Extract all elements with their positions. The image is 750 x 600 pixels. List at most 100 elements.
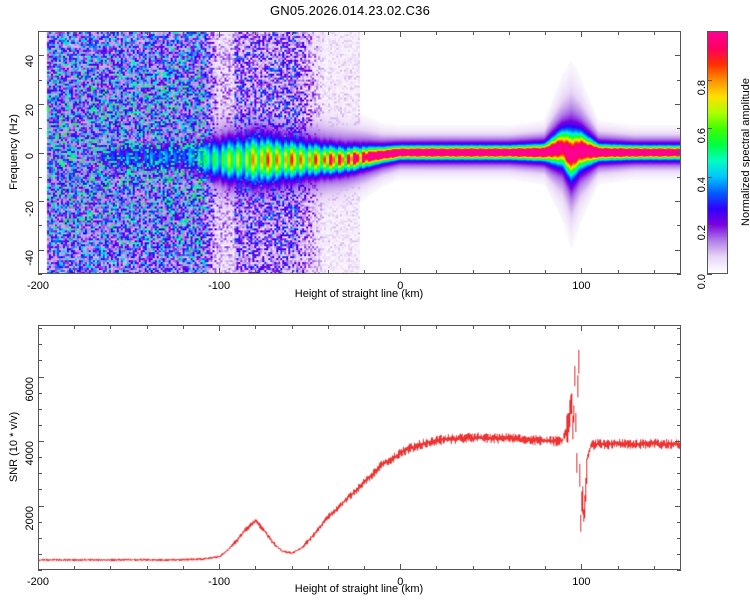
- snr-x-tick: [436, 566, 438, 570]
- spectrogram-y-tick: [38, 225, 42, 227]
- colorbar-tick-label: 0.2: [696, 225, 708, 241]
- spectrogram-x-tick: [146, 270, 148, 274]
- snr-y-tick: [38, 537, 42, 539]
- spectrogram-x-tick: [472, 270, 474, 274]
- spectrogram-y-tick: [38, 176, 42, 178]
- spectrogram-x-tick: [581, 268, 583, 274]
- snr-y-tick-right: [677, 570, 681, 571]
- spectrogram-y-tick-right: [675, 55, 681, 57]
- spectrogram-y-tick-right: [675, 249, 681, 251]
- page-title: GN05.2026.014.23.02.C36: [270, 3, 430, 18]
- snr-x-tick-top: [436, 325, 438, 329]
- spectrogram-x-tick: [364, 270, 366, 274]
- spectrogram-y-tick-right: [677, 31, 681, 32]
- snr-x-tick-top: [146, 325, 148, 329]
- spectrogram-y-tick-right: [677, 79, 681, 81]
- snr-x-tick-top: [182, 325, 184, 329]
- spectrogram-y-tick: [38, 152, 44, 154]
- spectrogram-x-tick: [219, 268, 221, 274]
- snr-y-tick-right: [677, 537, 681, 539]
- snr-y-tick: [38, 570, 42, 571]
- snr-y-tick-right: [677, 360, 681, 362]
- snr-x-tick: [38, 564, 39, 570]
- snr-x-tick-top: [581, 325, 583, 331]
- snr-x-tick-top: [400, 325, 402, 331]
- spectrogram-x-tick-top: [508, 31, 510, 35]
- spectrogram-x-tick-top: [38, 31, 39, 37]
- spectrogram-x-tick-top: [545, 31, 547, 35]
- spectrogram-y-tick-right: [675, 152, 681, 154]
- spectrogram-x-tick: [400, 268, 402, 274]
- spectrogram-x-tick: [182, 270, 184, 274]
- spectrogram-x-tick-label: -200: [26, 280, 50, 292]
- spectrogram-y-tick: [38, 55, 44, 57]
- snr-y-tick-right: [677, 424, 681, 426]
- spectrogram-plot: [38, 31, 681, 274]
- spectrogram-x-tick: [74, 270, 76, 274]
- snr-x-tick-top: [291, 325, 293, 329]
- snr-x-tick-label: 0: [397, 576, 404, 588]
- snr-y-tick-label: 4000: [24, 441, 36, 466]
- spectrogram-y-tick-right: [677, 176, 681, 178]
- snr-x-tick: [364, 566, 366, 570]
- snr-x-tick-top: [508, 325, 510, 329]
- spectrogram-x-tick: [617, 270, 619, 274]
- snr-x-tick-top: [617, 325, 619, 329]
- spectrogram-x-tick-label: -100: [208, 280, 231, 292]
- snr-x-tick-label: -100: [208, 576, 231, 588]
- snr-x-tick-top: [38, 325, 39, 331]
- spectrogram-y-tick-label: 20: [24, 103, 36, 117]
- spectrogram-x-tick: [545, 270, 547, 274]
- spectrogram-y-tick-label: 0: [24, 152, 36, 159]
- snr-y-tick-right: [677, 489, 681, 491]
- spectrogram-x-tick-label: 0: [397, 280, 404, 292]
- spectrogram-y-tick: [38, 79, 42, 81]
- snr-y-tick: [38, 457, 42, 459]
- snr-y-tick: [38, 344, 42, 346]
- snr-y-tick: [38, 408, 42, 410]
- spectrogram-x-tick: [327, 270, 329, 274]
- snr-x-tick-top: [255, 325, 257, 329]
- snr-y-tick: [38, 473, 42, 475]
- snr-x-tick-top: [110, 325, 112, 329]
- snr-y-tick-label: 6000: [24, 376, 36, 402]
- spectrogram-y-tick: [38, 201, 44, 203]
- snr-x-tick-label: -200: [26, 576, 50, 588]
- snr-x-tick: [146, 566, 148, 570]
- spectrogram-x-tick-top: [219, 31, 221, 37]
- spectrogram-y-tick-right: [677, 128, 681, 130]
- spectrogram-y-tick-right: [677, 225, 681, 227]
- spectrogram-x-tick-top: [581, 31, 583, 37]
- snr-y-tick-right: [677, 473, 681, 475]
- colorbar-tick: [707, 176, 712, 178]
- snr-y-tick-right: [677, 328, 681, 330]
- snr-x-tick-label: 100: [572, 576, 591, 588]
- spectrogram-x-tick: [436, 270, 438, 274]
- spectrogram-y-tick-right: [675, 103, 681, 105]
- snr-y-tick-right: [677, 344, 681, 346]
- snr-x-tick: [110, 566, 112, 570]
- colorbar-tick-label: 0.0: [696, 274, 708, 290]
- colorbar-tick-label: 0.6: [696, 128, 708, 144]
- snr-x-tick-top: [364, 325, 366, 329]
- snr-x-tick: [291, 566, 293, 570]
- colorbar-tick-label: 0.4: [696, 176, 708, 193]
- snr-x-tick: [327, 566, 329, 570]
- snr-x-tick: [545, 566, 547, 570]
- snr-y-tick-right: [677, 553, 681, 555]
- snr-x-tick-top: [472, 325, 474, 329]
- spectrogram-x-tick: [653, 270, 655, 274]
- snr-x-tick: [508, 566, 510, 570]
- spectrogram-x-tick-top: [472, 31, 474, 35]
- snr-canvas: [39, 326, 680, 569]
- spectrogram-y-tick-right: [675, 201, 681, 203]
- snr-x-tick: [219, 564, 221, 570]
- colorbar-tick-label: 0.8: [696, 79, 708, 95]
- spectrogram-y-tick: [38, 274, 42, 275]
- spectrogram-y-tick-label: -40: [24, 249, 36, 266]
- colorbar-gradient: [708, 32, 727, 273]
- snr-x-axis-title: Height of straight line (km): [294, 583, 424, 595]
- snr-y-axis-title: SNR (10 * v/v): [8, 411, 20, 483]
- spectrogram-y-tick-label: 40: [24, 55, 36, 68]
